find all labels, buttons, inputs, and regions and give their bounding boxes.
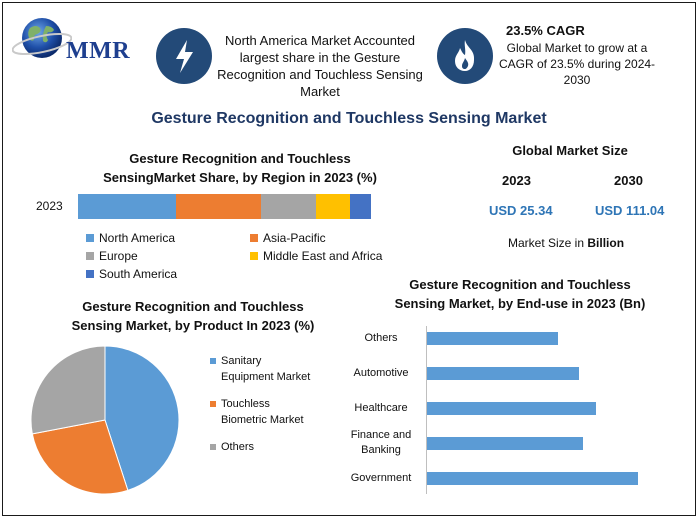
enduse-axis-line — [426, 326, 427, 494]
mmr-logo — [11, 14, 142, 64]
region-bar-segment-north-america — [78, 194, 176, 219]
pie-legend-others: Others — [210, 439, 254, 455]
legend-label: Middle East and Africa — [263, 249, 383, 263]
lightning-icon — [176, 40, 193, 73]
product-chart-title-line: Gesture Recognition and Touchless — [82, 299, 304, 314]
legend-label-line: Touchless — [221, 398, 270, 410]
header-info-line: largest share in the Gesture — [239, 50, 401, 65]
legend-swatch — [210, 358, 216, 364]
enduse-bar-others — [427, 332, 558, 345]
region-bar-segment-asia-pacific — [175, 194, 262, 219]
global-market-value-2023: USD 25.34 — [489, 203, 553, 218]
cagr-text-line: Global Market to grow at a — [506, 41, 648, 55]
logo-text: MMR — [66, 38, 131, 64]
enduse-category-label-line: Automotive — [353, 366, 409, 379]
legend-label-line: Biometric Market — [221, 414, 304, 426]
legend-label: Touchless Biometric Market — [221, 396, 304, 428]
region-chart-title-line: SensingMarket Share, by Region in 2023 (… — [103, 170, 377, 185]
legend-label: North America — [99, 231, 176, 245]
pie-slice-touchless-biometric-market — [31, 419, 129, 495]
legend-label-line: Others — [221, 441, 255, 453]
cagr-text-line: 2030 — [563, 73, 591, 87]
enduse-category-label-line: Finance and — [350, 429, 412, 441]
legend-asia-pacific: Asia-Pacific — [250, 231, 326, 245]
region-chart-title-line: Gesture Recognition and Touchless — [129, 151, 351, 166]
enduse-bar-automotive — [427, 367, 579, 380]
product-chart-title-line: Sensing Market, by Product In 2023 (%) — [71, 318, 315, 333]
pie-slice-others — [30, 345, 106, 435]
global-market-note: Market Size in Billion — [508, 236, 624, 250]
global-market-value-2030: USD 111.04 — [595, 203, 665, 218]
legend-europe: Europe — [86, 249, 138, 263]
lightning-badge — [156, 28, 212, 84]
header-info-text: North America Market Accounted largest s… — [212, 32, 428, 100]
legend-south-america: South America — [86, 267, 177, 281]
legend-label: Europe — [99, 249, 138, 263]
legend-middle-east-africa: Middle East and Africa — [250, 249, 382, 263]
legend-label: Asia-Pacific — [263, 231, 326, 245]
enduse-bar-healthcare — [427, 402, 596, 415]
region-bar-segment-europe — [261, 194, 317, 219]
enduse-category-label-line: Banking — [361, 444, 401, 456]
pie-slice-sanitary-equipment-market — [104, 345, 180, 492]
enduse-bar-government — [427, 472, 638, 485]
header-info-line: Recognition and Touchless Sensing — [217, 67, 423, 82]
global-market-title: Global Market Size — [512, 143, 628, 158]
legend-label: Others — [221, 439, 254, 455]
legend-label-line: Sanitary — [221, 355, 262, 367]
product-chart-title: Gesture Recognition and Touchless Sensin… — [30, 297, 356, 335]
region-chart-title: Gesture Recognition and Touchless Sensin… — [66, 149, 414, 187]
flame-badge — [437, 28, 493, 84]
cagr-title: 23.5% CAGR — [506, 23, 585, 38]
globe-icon — [11, 18, 73, 58]
enduse-category-label-line: Others — [364, 331, 398, 344]
enduse-category-label: Healthcare — [336, 401, 426, 416]
legend-label-line: Equipment Market — [221, 371, 311, 383]
legend-label: Sanitary Equipment Market — [221, 353, 310, 385]
legend-swatch — [250, 252, 258, 260]
legend-swatch — [210, 444, 216, 450]
product-pie-chart — [30, 345, 180, 495]
flame-icon — [455, 40, 475, 71]
enduse-chart-title-line: Gesture Recognition and Touchless — [409, 277, 631, 292]
legend-swatch — [210, 401, 216, 407]
enduse-category-label: Others — [336, 331, 426, 346]
header-info-line: North America Market Accounted — [224, 33, 416, 48]
region-bar-year-label: 2023 — [36, 199, 63, 213]
enduse-category-label-line: Healthcare — [354, 401, 408, 414]
enduse-chart-title-line: Sensing Market, by End-use in 2023 (Bn) — [394, 296, 646, 311]
region-bar-segment-south-america — [349, 194, 371, 219]
legend-swatch — [86, 270, 94, 278]
enduse-category-label: Finance and Banking — [336, 428, 426, 458]
cagr-text: Global Market to grow at a CAGR of 23.5%… — [498, 40, 656, 88]
legend-label: South America — [99, 267, 178, 281]
legend-swatch — [86, 252, 94, 260]
enduse-bar-finance-and-banking — [427, 437, 584, 450]
legend-swatch — [86, 234, 94, 242]
pie-legend-touchless-biometric: Touchless Biometric Market — [210, 396, 304, 428]
legend-north-america: North America — [86, 231, 175, 245]
region-bar-segment-middle-east-and-africa — [316, 194, 350, 219]
global-market-year-2023: 2023 — [502, 173, 531, 188]
pie-legend-sanitary: Sanitary Equipment Market — [210, 353, 310, 385]
enduse-category-label: Government — [336, 471, 426, 486]
cagr-text-line: CAGR of 23.5% during 2024- — [498, 57, 656, 71]
enduse-chart-title: Gesture Recognition and Touchless Sensin… — [372, 275, 668, 313]
legend-swatch — [250, 234, 258, 242]
main-title: Gesture Recognition and Touchless Sensin… — [151, 110, 547, 127]
global-market-year-2030: 2030 — [614, 173, 643, 188]
enduse-category-label-line: Government — [350, 471, 412, 484]
header-info-line: Market — [300, 84, 340, 99]
note-prefix: Market Size in — [508, 236, 588, 250]
enduse-category-label: Automotive — [336, 366, 426, 381]
note-unit: Billion — [587, 236, 625, 250]
